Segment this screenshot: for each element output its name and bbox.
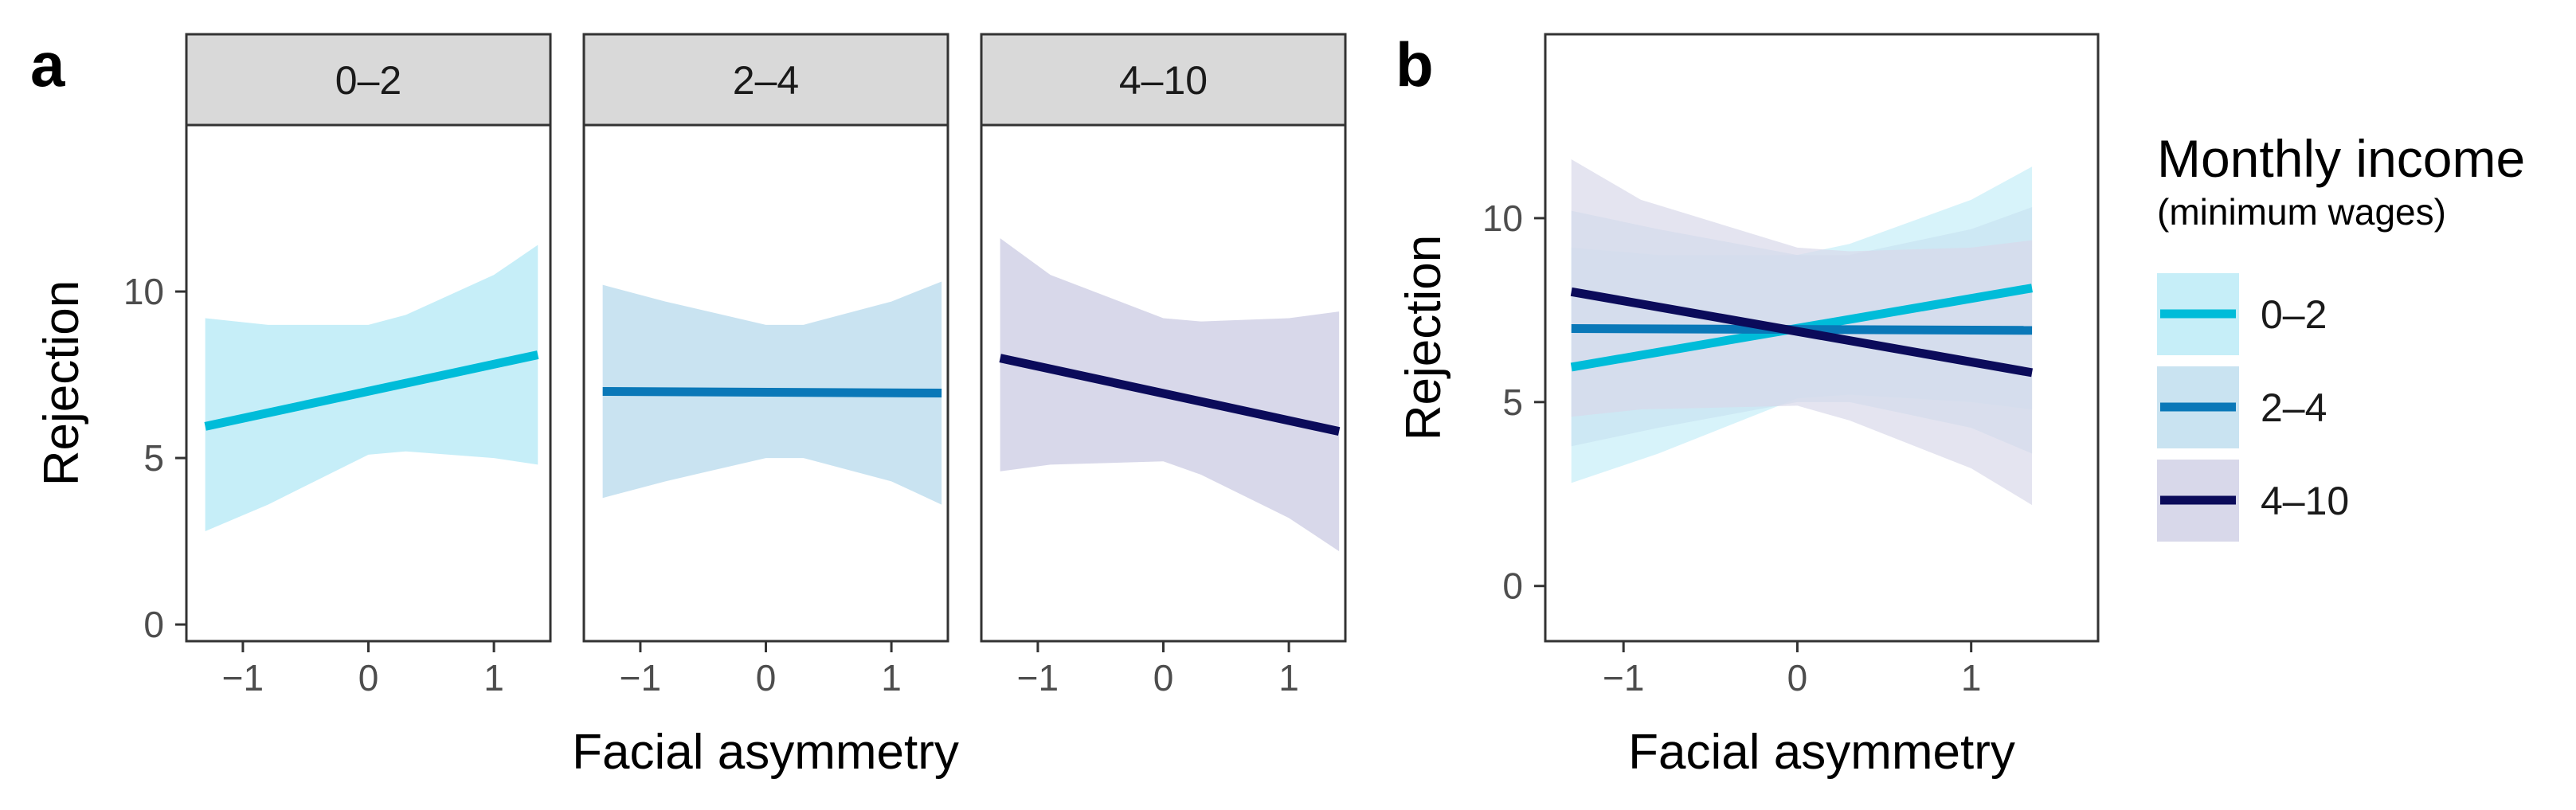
facet-4-10: 4–10 −1 0 1 — [980, 33, 1347, 698]
facet-0-2: 0–2 −1 0 1 — [185, 33, 552, 698]
panel-a-y-tick-label: 10 — [123, 271, 164, 312]
legend-item-2-4: 2–4 — [2157, 366, 2327, 448]
facet-0-2-x-tick-label: 1 — [483, 657, 504, 698]
panel-b-y-tick-label: 10 — [1482, 198, 1523, 239]
facet-2-4: 2–4 −1 0 1 — [582, 33, 949, 698]
facet-0-2-series-line-0-2 — [204, 350, 539, 431]
facet-strip-2-4 — [582, 33, 949, 127]
facet-0-2-x-tick-label: −1 — [222, 657, 264, 698]
facet-4-10-x-tick-label: −1 — [1017, 657, 1059, 698]
legend-item-0-2: 0–2 — [2157, 273, 2327, 355]
facet-4-10-series-line-4-10 — [999, 354, 1341, 436]
panel-label-b: b — [1396, 29, 1434, 100]
facet-strip-label-4-10: 4–10 — [1119, 58, 1208, 103]
facet-strip-label-0-2: 0–2 — [335, 58, 401, 103]
facet-2-4-x-tick-label: −1 — [620, 657, 661, 698]
legend-title: Monthly income — [2157, 129, 2525, 188]
panel-a-y-axis-title: Rejection — [34, 280, 89, 486]
facet-strip-0-2 — [185, 33, 552, 127]
panel-b-x-tick-label: 0 — [1787, 657, 1808, 698]
panel-b-y-tick-label: 0 — [1502, 565, 1523, 607]
panel-a-y-tick-label: 0 — [143, 604, 164, 645]
panel-a-x-axis-title: Facial asymmetry — [572, 725, 959, 780]
panel-b-border — [1544, 33, 2100, 643]
panel-label-a: a — [30, 29, 65, 100]
legend-label-0-2: 0–2 — [2261, 292, 2327, 337]
panel-a-y-tick-label: 5 — [143, 437, 164, 479]
panel-b-x-tick-label: 1 — [1961, 657, 1982, 698]
facet-4-10-x-tick-label: 1 — [1278, 657, 1299, 698]
panel-b-x-axis-title: Facial asymmetry — [1628, 725, 2015, 780]
legend-subtitle: (minimum wages) — [2157, 191, 2446, 233]
facet-0-2-x-tick-label: 0 — [358, 657, 379, 698]
facet-2-4-x-tick-label: 0 — [756, 657, 777, 698]
panel-b-series-line-4-10 — [1570, 287, 2034, 378]
panel-b-y-axis-title: Rejection — [1396, 235, 1451, 440]
panel-b-x-tick-label: −1 — [1603, 657, 1644, 698]
panel-b-y-tick-label: 5 — [1502, 382, 1523, 423]
facet-strip-label-2-4: 2–4 — [733, 58, 799, 103]
legend-item-4-10: 4–10 — [2157, 460, 2349, 542]
facet-4-10-x-tick-label: 0 — [1153, 657, 1174, 698]
legend: Monthly income(minimum wages) 0–2 2–4 4–10 — [2157, 129, 2525, 542]
legend-label-2-4: 2–4 — [2261, 385, 2327, 430]
facet-strip-4-10 — [980, 33, 1347, 127]
facet-2-4-series-line-2-4 — [602, 386, 942, 398]
facet-2-4-x-tick-label: 1 — [881, 657, 902, 698]
legend-label-4-10: 4–10 — [2261, 479, 2349, 523]
